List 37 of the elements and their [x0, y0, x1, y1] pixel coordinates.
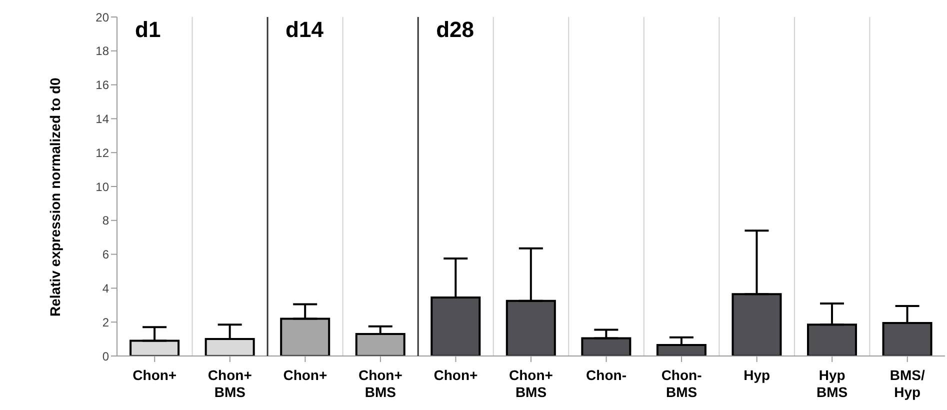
y-tick-label: 4 — [102, 281, 110, 296]
x-tick-label: Chon+ — [434, 367, 478, 383]
annotation: d28 — [436, 17, 474, 42]
bar — [506, 300, 556, 356]
x-tick-label: Chon- — [586, 367, 627, 383]
x-tick-label: Chon+ BMS — [208, 367, 252, 400]
x-tick-label: BMS/ Hyp — [890, 367, 925, 400]
bar — [656, 344, 706, 356]
bar — [130, 340, 180, 356]
x-tick-label: Hyp BMS — [816, 367, 848, 400]
bar — [430, 296, 481, 356]
y-tick-label: 16 — [96, 78, 110, 92]
x-tick-label: Chon+ — [283, 367, 328, 383]
y-tick-label: 0 — [102, 349, 110, 364]
bar — [807, 324, 858, 356]
y-tick-label: 14 — [96, 112, 110, 126]
x-tick-label: Hyp — [744, 367, 770, 383]
bar — [204, 338, 255, 356]
y-tick-label: 18 — [96, 44, 110, 58]
y-tick-label: 12 — [96, 146, 110, 160]
x-tick-label: Chon+ BMS — [358, 367, 402, 400]
y-tick-label: 10 — [96, 180, 110, 194]
x-tick-label: Chon+ BMS — [509, 367, 553, 400]
bar — [355, 332, 406, 356]
y-tick-label: 20 — [96, 10, 110, 24]
y-axis-title: Relativ expression normalized to d0 — [46, 77, 63, 316]
x-tick-label: Chon+ — [132, 367, 177, 383]
annotation: d1 — [135, 17, 161, 42]
annotation: d14 — [286, 17, 324, 42]
bar — [581, 337, 632, 356]
y-tick-label: 8 — [102, 214, 110, 228]
bar — [280, 318, 330, 356]
y-tick-label: 6 — [102, 248, 110, 262]
y-tick-label: 2 — [102, 315, 110, 330]
bar — [882, 322, 932, 356]
bar — [732, 293, 782, 356]
x-tick-label: Chon- BMS — [661, 367, 702, 400]
